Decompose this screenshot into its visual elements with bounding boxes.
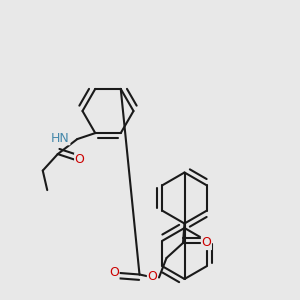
Text: HN: HN bbox=[51, 132, 70, 145]
Text: O: O bbox=[148, 269, 157, 283]
Text: O: O bbox=[75, 153, 85, 166]
Text: O: O bbox=[202, 236, 211, 250]
Text: O: O bbox=[109, 266, 119, 280]
